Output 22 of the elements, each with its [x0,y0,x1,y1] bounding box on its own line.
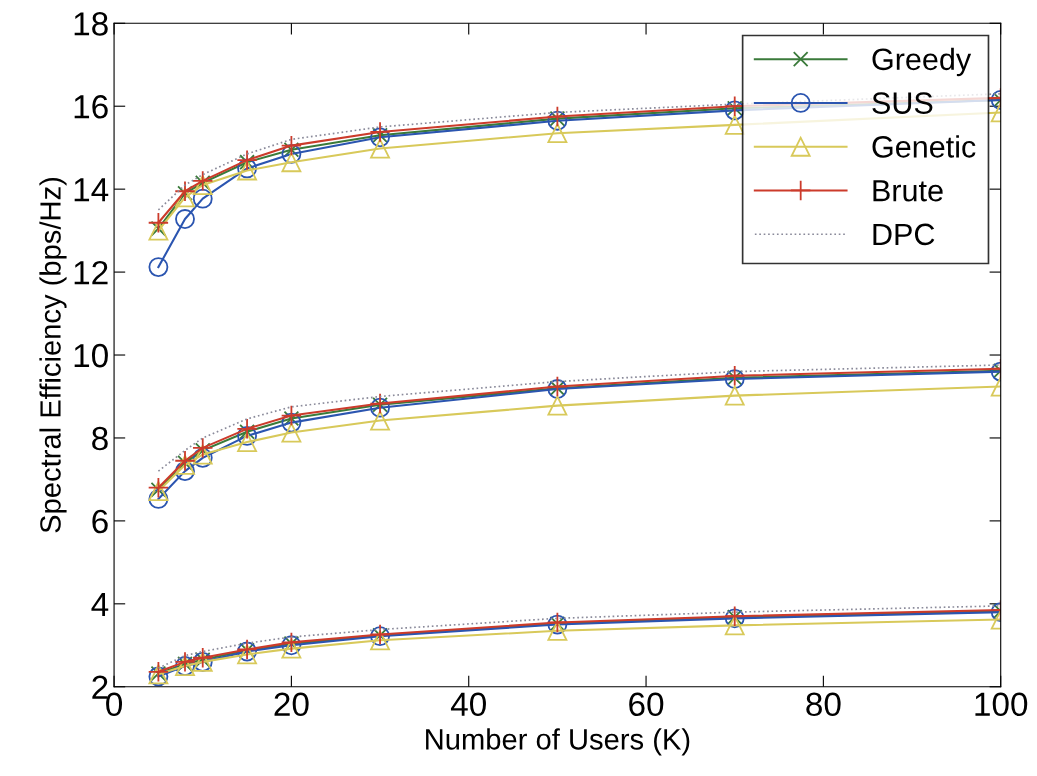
x-tick-label: 20 [274,692,309,717]
y-axis-title: Spectral Efficiency (bps/Hz) [39,177,67,533]
y-tick-label: 16 [74,95,108,119]
legend-label: Genetic [872,135,976,158]
y-tick-label: 12 [74,260,108,285]
y-tick-label: 4 [91,592,109,616]
x-axis-title: Number of Users (K) [426,728,690,756]
y-tick-label: 8 [92,426,108,451]
y-tick-label: 2 [92,675,108,699]
legend-label: DPC [873,223,935,246]
x-tick-label: 0 [106,692,123,717]
legend-label: SUS [872,92,933,114]
x-tick-label: 40 [450,692,486,717]
legend-label: Brute [873,180,943,202]
x-tick-label: 60 [629,692,664,717]
y-tick-label: 14 [74,178,109,202]
y-tick-label: 10 [74,343,108,368]
y-tick-label: 18 [74,12,108,36]
x-tick-label: 100 [975,692,1028,717]
y-tick-label: 6 [92,509,108,534]
x-tick-label: 80 [806,692,841,717]
legend-label: Greedy [872,47,972,77]
